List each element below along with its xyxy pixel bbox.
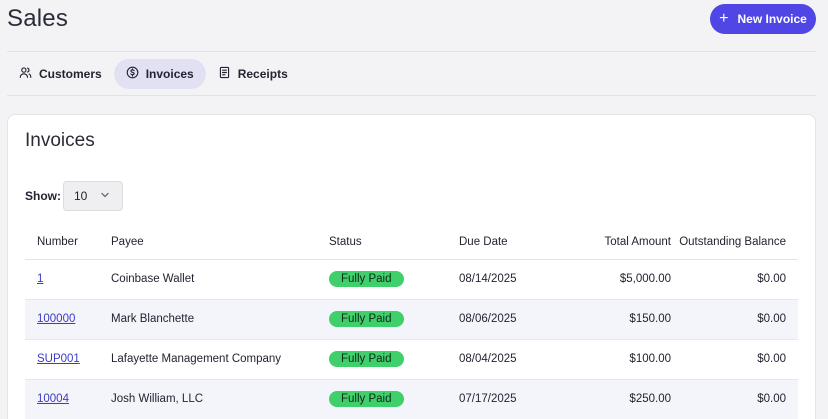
outstanding-balance-cell: $0.00 [671,379,798,419]
column-header-outstanding-balance[interactable]: Outstanding Balance [671,225,798,260]
due-date-cell: 07/17/2025 [459,379,559,419]
status-badge: Fully Paid [329,351,404,367]
header-divider [7,51,816,52]
payee-cell: Coinbase Wallet [111,259,329,300]
show-label: Show: [25,189,61,203]
invoices-card: Invoices Show: 10 Number Payee Status Du… [7,114,816,419]
status-badge: Fully Paid [329,391,404,407]
payee-cell: Mark Blanchette [111,299,329,340]
tabs-divider [7,95,816,96]
tab-bar: Customers Invoices Receipts [7,59,300,89]
outstanding-balance-cell: $0.00 [671,259,798,300]
plus-icon: + [719,9,729,27]
column-header-payee[interactable]: Payee [111,225,329,260]
tab-customers[interactable]: Customers [7,59,114,89]
payee-cell: Josh William, LLC [111,379,329,419]
receipt-icon [218,66,231,82]
table-header-row: Number Payee Status Due Date Total Amoun… [25,225,798,260]
payee-cell: Lafayette Management Company [111,339,329,380]
tab-invoices-label: Invoices [145,67,194,81]
status-badge: Fully Paid [329,311,404,327]
status-badge: Fully Paid [329,271,404,287]
column-header-due-date[interactable]: Due Date [459,225,559,260]
due-date-cell: 08/06/2025 [459,299,559,340]
total-amount-cell: $250.00 [559,379,671,419]
column-header-number[interactable]: Number [25,225,111,260]
tab-receipts-label: Receipts [237,67,288,81]
chevron-down-icon [100,189,110,203]
total-amount-cell: $150.00 [559,299,671,340]
table-row[interactable]: 10004 Josh William, LLC Fully Paid 07/17… [25,379,798,419]
total-amount-cell: $100.00 [559,339,671,380]
new-invoice-label: New Invoice [737,12,807,26]
outstanding-balance-cell: $0.00 [671,339,798,380]
column-header-status[interactable]: Status [329,225,459,260]
tab-invoices[interactable]: Invoices [113,59,206,89]
users-icon [19,66,32,82]
table-row[interactable]: 100000 Mark Blanchette Fully Paid 08/06/… [25,299,798,340]
due-date-cell: 08/04/2025 [459,339,559,380]
page-title: Sales [7,5,69,32]
invoice-number-link[interactable]: SUP001 [37,353,80,365]
new-invoice-button[interactable]: + New Invoice [710,4,816,34]
page-size-select[interactable]: 10 [63,181,123,211]
invoices-table: Number Payee Status Due Date Total Amoun… [25,225,798,419]
column-header-total-amount[interactable]: Total Amount [559,225,671,260]
tab-customers-label: Customers [39,67,102,81]
total-amount-cell: $5,000.00 [559,259,671,300]
page-size-value: 10 [74,189,88,203]
dollar-circle-icon [126,66,139,82]
table-row[interactable]: 1 Coinbase Wallet Fully Paid 08/14/2025 … [25,259,798,300]
invoice-number-link[interactable]: 10004 [37,393,69,405]
due-date-cell: 08/14/2025 [459,259,559,300]
outstanding-balance-cell: $0.00 [671,299,798,340]
tab-receipts[interactable]: Receipts [206,59,300,89]
invoices-title: Invoices [25,130,95,151]
invoice-number-link[interactable]: 100000 [37,313,76,325]
table-row[interactable]: SUP001 Lafayette Management Company Full… [25,339,798,380]
invoice-number-link[interactable]: 1 [37,273,44,285]
